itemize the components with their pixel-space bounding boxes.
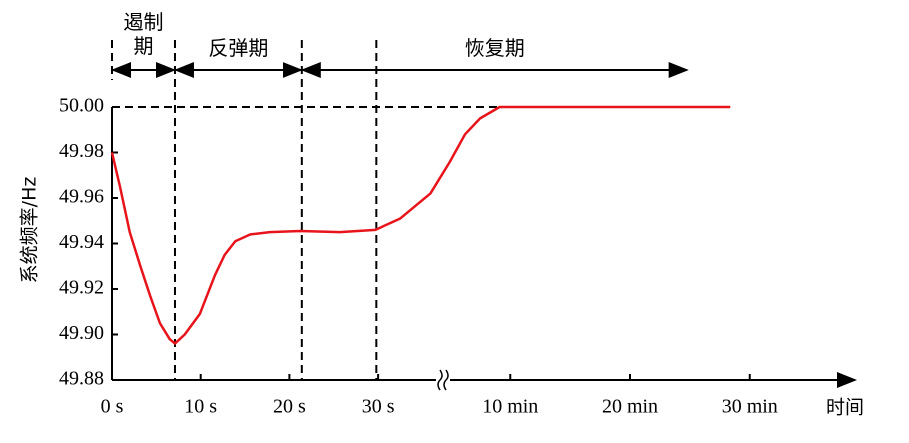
y-tick-label: 49.90	[59, 322, 104, 344]
y-axis-label: 系统频率/Hz	[19, 177, 41, 284]
x-tick-label: 10 s	[184, 396, 217, 418]
x-tick-label: 0 s	[101, 396, 124, 418]
phase-label: 恢复期	[444, 36, 545, 60]
x-tick-label: 30 min	[722, 396, 778, 418]
y-tick-label: 49.88	[59, 368, 104, 390]
x-tick-label: 20 s	[273, 396, 306, 418]
y-tick-label: 49.96	[59, 186, 104, 208]
y-tick-label: 50.00	[59, 95, 104, 117]
phase-label: 遏制期	[120, 10, 167, 58]
y-tick-label: 49.92	[59, 277, 104, 299]
phase-label: 反弹期	[188, 36, 289, 60]
x-tick-label: 10 min	[482, 396, 538, 418]
y-tick-label: 49.94	[59, 231, 104, 253]
x-axis-label: 时间	[826, 397, 864, 419]
frequency-line	[110, 105, 731, 345]
y-tick-label: 49.98	[59, 140, 104, 162]
x-tick-label: 30 s	[362, 396, 395, 418]
axis-break	[436, 368, 450, 391]
x-tick-label: 20 min	[602, 396, 658, 418]
